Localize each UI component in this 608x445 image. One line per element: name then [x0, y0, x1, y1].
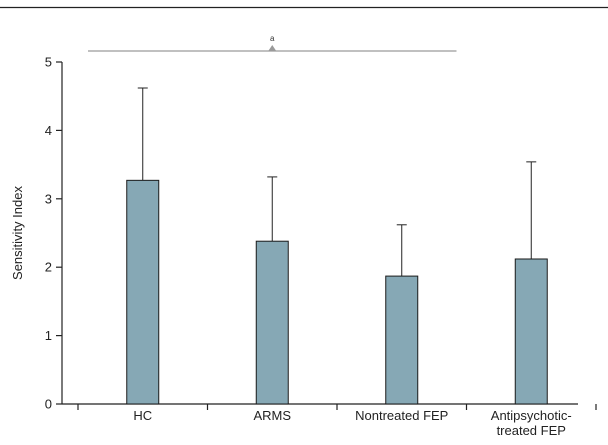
category-label: Nontreated FEP [355, 408, 448, 423]
category-labels: HC ARMS Nontreated FEP Antipsychotic-treate… [133, 408, 571, 438]
y-tick-label: 1 [45, 328, 52, 343]
significance-marker [268, 45, 277, 51]
bar [385, 275, 419, 405]
category-label: treated FEP [497, 423, 566, 438]
significance-bracket: a [88, 34, 457, 52]
bar [126, 179, 160, 405]
y-axis-title: Sensitivity Index [10, 186, 25, 280]
category-label: Antipsychotic- [491, 408, 572, 423]
bar [514, 258, 548, 405]
y-tick-label: 0 [45, 397, 52, 412]
category-label: ARMS [253, 408, 291, 423]
category-label: HC [133, 408, 152, 423]
bar [255, 240, 289, 405]
y-tick-label: 4 [45, 123, 52, 138]
significance-label: a [270, 34, 275, 43]
y-tick-label: 2 [45, 260, 52, 275]
y-tick-label: 5 [45, 55, 52, 70]
y-tick-label: 3 [45, 191, 52, 206]
bars [126, 87, 548, 405]
